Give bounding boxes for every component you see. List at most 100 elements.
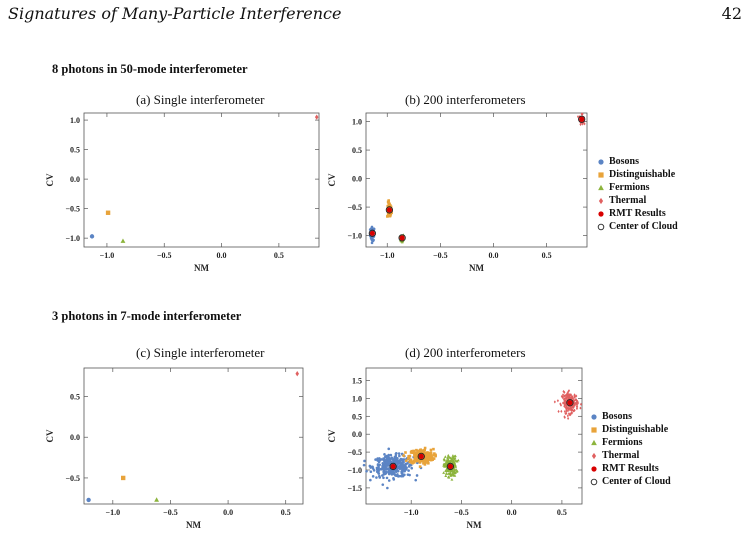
cloud-point-thermal — [556, 399, 559, 403]
cloud-point-fermions — [443, 458, 447, 462]
legend-marker-icon — [597, 223, 605, 230]
cloud-point-distinguishable — [415, 459, 418, 463]
y-tick-label: −1.5 — [347, 484, 362, 493]
legend-swatch — [591, 452, 597, 459]
cloud-point-bosons — [362, 463, 366, 467]
cloud-point-thermal — [569, 412, 572, 416]
plot-frame — [83, 367, 304, 505]
legend-marker-icon — [598, 184, 604, 190]
cloud-point-bosons — [376, 459, 380, 462]
cloud-point-bosons — [392, 478, 396, 481]
cloud-point-bosons — [400, 466, 404, 470]
legend-label: Thermal — [602, 450, 640, 461]
cloud-point-thermal — [565, 393, 568, 397]
cloud-point-fermions — [448, 472, 452, 476]
cloud-point-distinguishable — [432, 453, 435, 457]
data-point-thermal — [295, 371, 299, 377]
cloud-point-distinguishable — [418, 465, 422, 468]
cloud-point-thermal — [580, 112, 583, 116]
cloud-point-distinguishable — [414, 454, 418, 458]
y-tick-label: −1.0 — [347, 466, 362, 475]
cloud-point-fermions — [446, 469, 450, 472]
cloud-point-bosons — [394, 454, 398, 458]
legend-top: Bosons Distinguishable Fermions Thermal RMT … — [596, 155, 678, 233]
legend-item: RMT Results — [589, 462, 671, 475]
cloud-point-distinguishable — [428, 458, 431, 462]
cloud-point-thermal — [574, 397, 577, 401]
y-tick-label: 1.5 — [352, 377, 362, 386]
legend-label: Distinguishable — [602, 424, 669, 435]
cloud-center-marker — [566, 399, 574, 407]
legend-swatch — [598, 158, 604, 165]
cloud-point-fermions — [450, 457, 453, 461]
cloud-point-distinguishable — [424, 461, 427, 465]
cloud-point-bosons — [375, 470, 379, 474]
cloud-center-marker — [417, 452, 425, 461]
legend-swatch — [591, 465, 597, 472]
cloud-point-distinguishable — [411, 461, 414, 465]
y-tick-label: 0.5 — [70, 393, 80, 402]
cloud-point-distinguishable — [386, 212, 390, 215]
x-tick-label: −1.0 — [380, 251, 395, 260]
x-tick-label: −1.0 — [404, 508, 419, 517]
cloud-point-distinguishable — [413, 454, 416, 458]
cloud-point-bosons — [374, 458, 377, 461]
cloud-point-thermal — [563, 415, 566, 419]
cloud-point-thermal — [560, 394, 563, 398]
rmt-result-point — [567, 400, 573, 406]
cloud-point-fermions — [443, 464, 447, 468]
cloud-point-fermions — [453, 468, 457, 471]
cloud-point-distinguishable — [412, 449, 416, 453]
cloud-point-bosons — [406, 473, 410, 476]
cloud-point-bosons — [382, 476, 385, 480]
cloud-point-bosons — [377, 472, 381, 475]
x-tick-label: 0.0 — [489, 251, 499, 260]
chart-d-title: (d) 200 interferometers — [405, 345, 526, 360]
legend-swatch — [598, 184, 604, 190]
cloud-point-distinguishable — [388, 203, 391, 207]
cloud-point-thermal — [576, 115, 580, 119]
plot-frame — [365, 367, 583, 505]
cloud-point-distinguishable — [432, 447, 435, 451]
cloud-point-bosons — [363, 459, 366, 463]
cloud-point-thermal — [560, 409, 563, 413]
legend-label: Fermions — [602, 437, 643, 448]
cloud-point-bosons — [387, 463, 390, 467]
legend-label: Fermions — [609, 182, 650, 193]
x-tick-label: 0.0 — [217, 251, 227, 260]
y-axis-label: CV — [45, 429, 55, 442]
data-point-bosons — [89, 234, 95, 239]
cloud-point-fermions — [446, 453, 450, 457]
cloud-point-thermal — [561, 395, 564, 399]
legend-swatch — [598, 197, 604, 204]
x-tick-label: 0.5 — [542, 251, 552, 260]
cloud-point-bosons — [401, 464, 405, 467]
cloud-point-bosons — [396, 456, 399, 460]
legend-label: Center of Cloud — [602, 476, 671, 487]
cloud-point-bosons — [382, 458, 385, 462]
cloud-point-bosons — [365, 469, 368, 473]
cloud-point-bosons — [397, 452, 401, 455]
cloud-point-fermions — [451, 460, 455, 464]
cloud-center-marker — [385, 206, 394, 214]
legend-swatch — [598, 210, 604, 217]
cloud-point-bosons — [399, 465, 402, 468]
cloud-point-distinguishable — [389, 212, 393, 216]
cloud-point-thermal — [566, 394, 569, 398]
cloud-point-fermions — [446, 455, 450, 458]
cloud-point-bosons — [398, 459, 401, 463]
cloud-point-fermions — [454, 471, 457, 474]
cloud-point-thermal — [567, 407, 570, 411]
rmt-result-point — [386, 207, 392, 213]
cloud-center-marker — [398, 234, 406, 242]
cloud-point-thermal — [575, 394, 578, 398]
legend-swatch — [590, 478, 598, 485]
legend-marker-icon — [591, 426, 597, 433]
cloud-point-thermal — [571, 408, 574, 412]
x-tick-label: 0.5 — [557, 508, 567, 517]
cloud-point-distinguishable — [429, 453, 433, 456]
cloud-point-bosons — [369, 478, 372, 482]
x-tick-label: 0.5 — [281, 508, 291, 517]
